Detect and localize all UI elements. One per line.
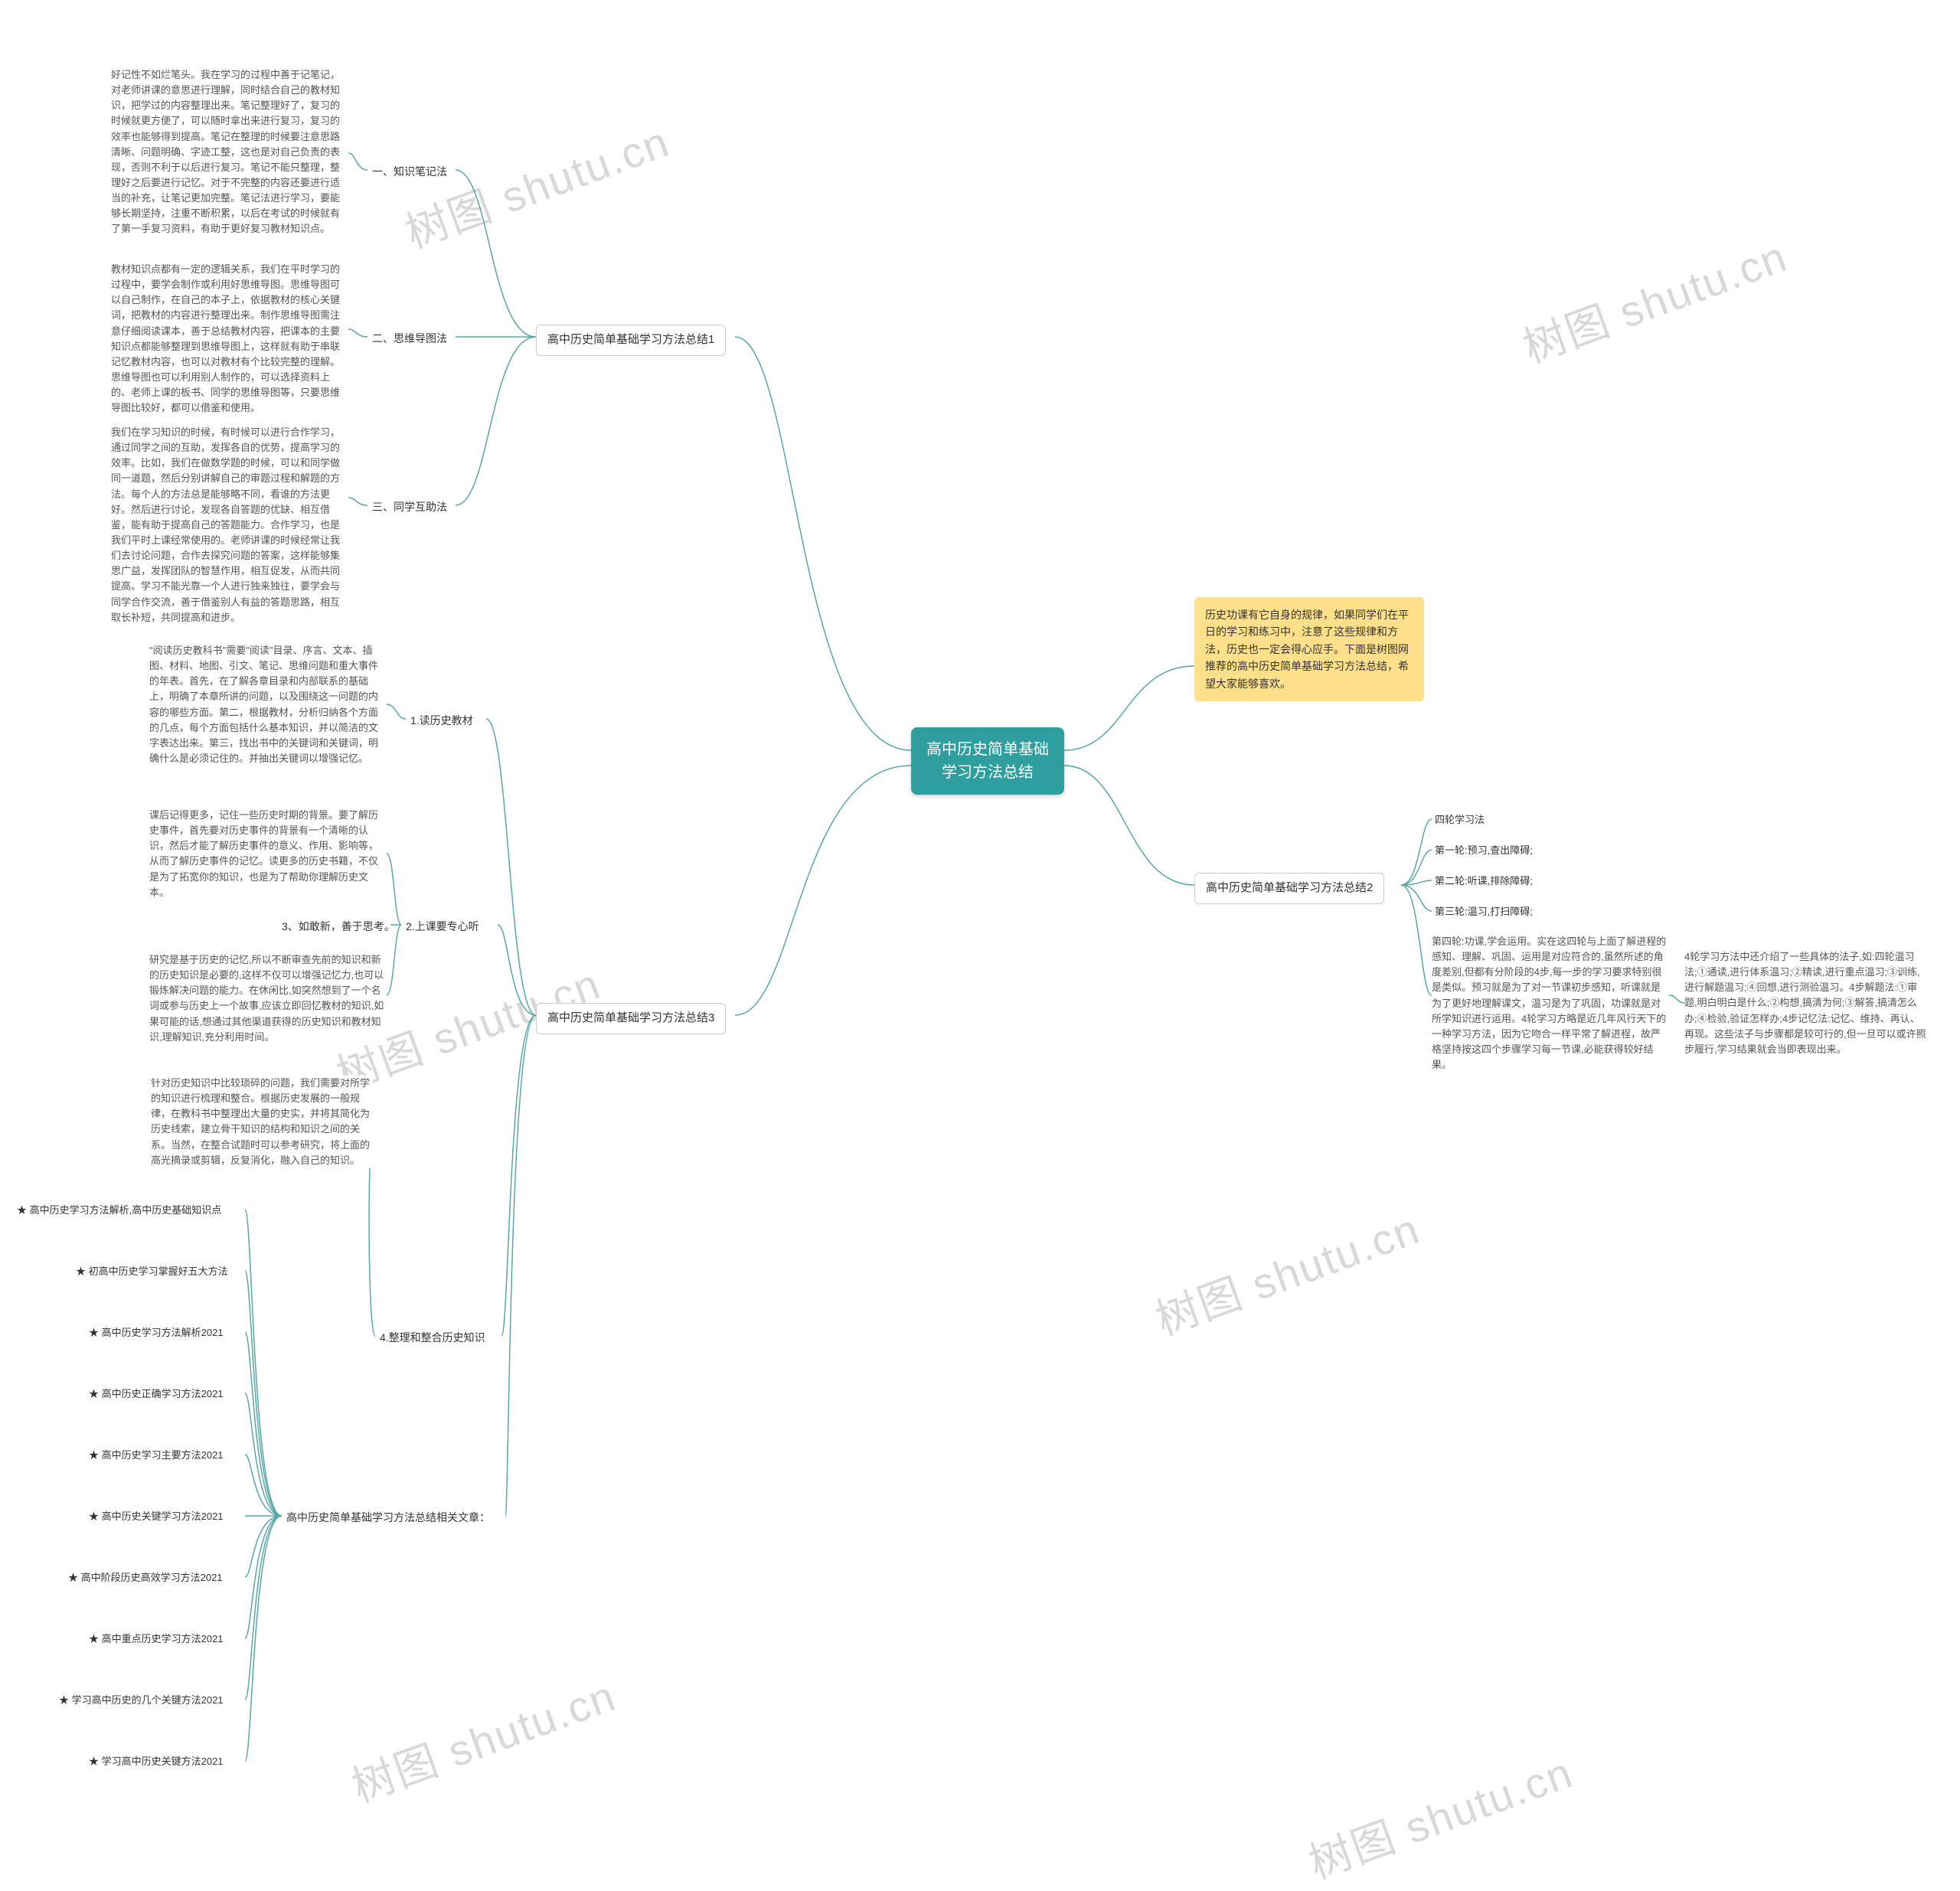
- related-item[interactable]: ★ 高中历史关键学习方法2021: [86, 1508, 227, 1525]
- related-item[interactable]: ★ 高中重点历史学习方法2021: [86, 1631, 227, 1648]
- section-1: 高中历史简单基础学习方法总结1: [536, 325, 726, 356]
- watermark: 树图 shutu.cn: [1146, 1195, 1427, 1348]
- section3-item-3: 4.整理和整合历史知识: [375, 1328, 490, 1347]
- related-item[interactable]: ★ 高中历史学习方法解析2021: [86, 1324, 227, 1341]
- section3-item-2-desc2: 研究是基于历史的记忆,所以不断审查先前的知识和新的历史知识是必要的,这样不仅可以…: [149, 952, 387, 1045]
- related-item[interactable]: ★ 初高中历史学习掌握好五大方法: [73, 1263, 231, 1280]
- related-item[interactable]: ★ 高中历史正确学习方法2021: [86, 1386, 227, 1403]
- section2-item-5: 第四轮:功课,学会运用。实在这四轮与上面了解进程的感知、理解、巩固、运用是对应符…: [1432, 934, 1669, 1073]
- section1-item-2-desc: 教材知识点都有一定的逻辑关系，我们在平时学习的过程中，要学会制作或利用好思维导图…: [111, 262, 348, 416]
- center-node: 高中历史简单基础学习方法总结: [911, 727, 1064, 795]
- section2-item-4: 第三轮:温习,打扫障碍;: [1432, 903, 1536, 920]
- section3-item-1: 1.读历史教材: [406, 711, 478, 730]
- section-3: 高中历史简单基础学习方法总结3: [536, 1003, 726, 1034]
- related-item[interactable]: ★ 高中历史学习方法解析,高中历史基础知识点: [14, 1202, 224, 1219]
- section3-item-2: 2.上课要专心听: [401, 917, 484, 936]
- watermark: 树图 shutu.cn: [1299, 1739, 1580, 1891]
- section3-item-1-desc: "阅读历史教科书"需要"阅读"目录、序言、文本、插图、材料、地图、引文、笔记、思…: [149, 643, 387, 766]
- related-item[interactable]: ★ 学习高中历史的几个关键方法2021: [56, 1692, 227, 1709]
- section1-item-1-desc: 好记性不如烂笔头。我在学习的过程中善于记笔记，对老师讲课的意思进行理解，同时结合…: [111, 67, 348, 237]
- section3-item-3-desc: 针对历史知识中比较琐碎的问题，我们需要对所学的知识进行梳理和整合。根据历史发展的…: [151, 1076, 373, 1168]
- section2-item-2: 第一轮:预习,查出障碍;: [1432, 842, 1536, 859]
- section-2: 高中历史简单基础学习方法总结2: [1194, 873, 1384, 904]
- section2-item-1: 四轮学习法: [1432, 812, 1488, 828]
- section3-item-2-desc1: 课后记得更多，记住一些历史时期的背景。要了解历史事件，首先要对历史事件的背景有一…: [149, 808, 387, 900]
- related-item[interactable]: ★ 高中阶段历史高效学习方法2021: [65, 1569, 226, 1586]
- intro-note: 历史功课有它自身的规律，如果同学们在平日的学习和练习中，注意了这些规律和方法，历…: [1194, 597, 1424, 701]
- section1-item-3-desc: 我们在学习知识的时候，有时候可以进行合作学习，通过同学之间的互助，发挥各自的优势…: [111, 425, 348, 625]
- related-item[interactable]: ★ 高中历史学习主要方法2021: [86, 1447, 227, 1464]
- section2-item-3: 第二轮:听课,排除障碍;: [1432, 873, 1536, 890]
- section1-item-2: 二、思维导图法: [368, 329, 452, 348]
- related-articles: 高中历史简单基础学习方法总结相关文章：: [282, 1508, 495, 1527]
- related-item[interactable]: ★ 学习高中历史关键方法2021: [86, 1753, 227, 1770]
- watermark: 树图 shutu.cn: [1514, 223, 1795, 376]
- section2-extra: 4轮学习方法中还介绍了一些具体的法子,如:四轮温习法;①通读,进行体系温习;②精…: [1684, 949, 1929, 1057]
- watermark: 树图 shutu.cn: [396, 108, 677, 261]
- section1-item-3: 三、同学互助法: [368, 498, 452, 517]
- section3-item-2-sub: 3、如敢新，善于思考。: [277, 917, 400, 936]
- watermark: 树图 shutu.cn: [342, 1662, 623, 1815]
- section1-item-1: 一、知识笔记法: [368, 162, 452, 181]
